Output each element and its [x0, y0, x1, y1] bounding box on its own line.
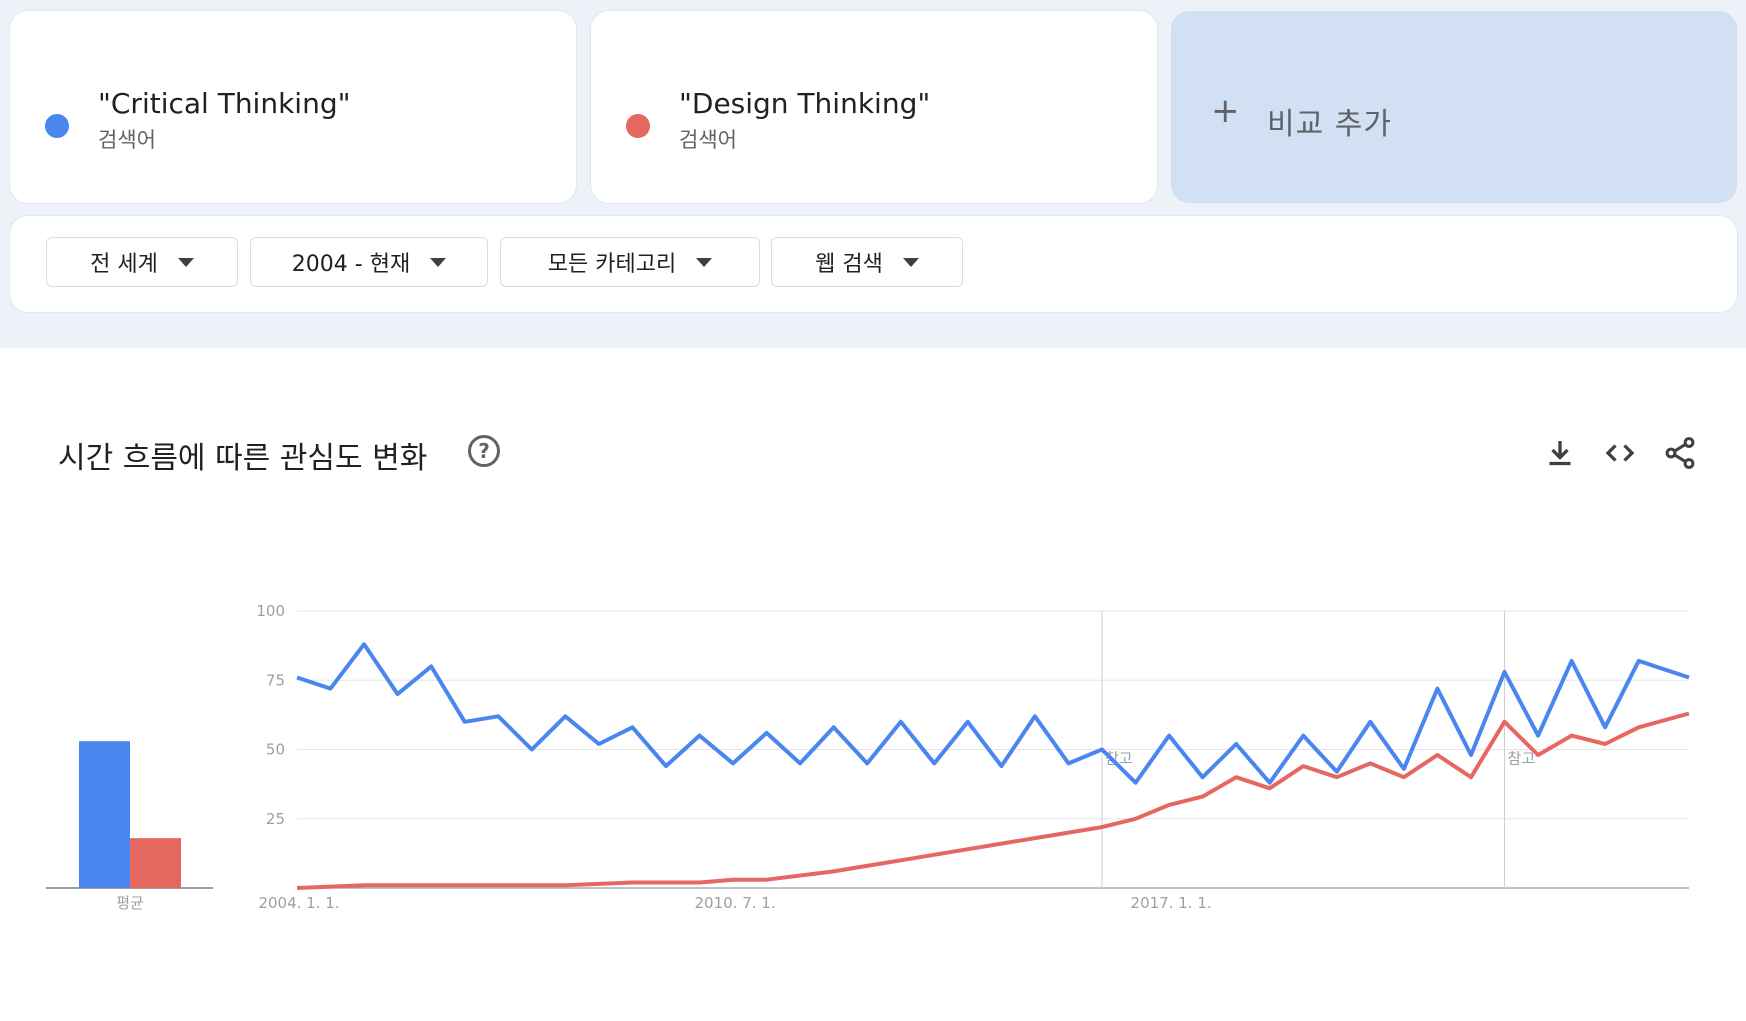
embed-code-icon[interactable] — [1602, 435, 1638, 471]
series-color-dot — [45, 114, 69, 138]
series-line-1 — [296, 711, 1690, 890]
term-type-label: 검색어 — [679, 128, 737, 152]
interest-over-time-panel: 시간 흐름에 따른 관심도 변화 ? 평균 25 50 75 100 참고 참고 2004.… — [10, 387, 1737, 1021]
region-filter-dropdown[interactable]: 전 세계 — [46, 237, 238, 287]
dropdown-arrow-icon — [430, 257, 447, 267]
term-name[interactable]: "Critical Thinking" — [98, 87, 351, 120]
category-filter-label: 모든 카테고리 — [547, 252, 677, 277]
series-color-dot — [626, 114, 650, 138]
average-bar-1 — [130, 838, 181, 888]
y-tick-label: 50 — [266, 741, 285, 759]
filter-bar: 전 세계 2004 - 현재 모든 카테고리 웹 검색 — [10, 216, 1737, 312]
x-tick-label: 2004. 1. 1. — [258, 894, 339, 912]
search-type-filter-label: 웹 검색 — [815, 252, 883, 277]
annotation-label: 참고 — [1105, 749, 1133, 767]
plus-icon: + — [1211, 91, 1240, 131]
add-comparison-label: 비교 추가 — [1267, 107, 1392, 142]
help-icon[interactable]: ? — [468, 435, 500, 467]
add-comparison-button[interactable]: + 비교 추가 — [1171, 11, 1737, 203]
download-icon[interactable] — [1542, 435, 1578, 471]
line-chart: 25 50 75 100 참고 참고 2004. 1. 1. 2010. 7. 1. 2017.… — [256, 602, 1690, 912]
term-name[interactable]: "Design Thinking" — [679, 87, 931, 120]
annotation-label: 참고 — [1508, 749, 1536, 767]
term-card-critical-thinking[interactable]: "Critical Thinking" 검색어 — [10, 11, 576, 203]
interest-chart: 평균 25 50 75 100 참고 참고 2004. 1. 1. 2010. 7. 1. 20… — [46, 602, 1690, 912]
dropdown-arrow-icon — [696, 257, 713, 267]
average-label: 평균 — [116, 894, 144, 912]
y-tick-label: 100 — [256, 602, 285, 620]
y-tick-label: 25 — [266, 810, 285, 828]
panel-title: 시간 흐름에 따른 관심도 변화 — [58, 441, 428, 476]
category-filter-dropdown[interactable]: 모든 카테고리 — [500, 237, 760, 287]
term-type-label: 검색어 — [98, 128, 156, 152]
average-bar-0 — [79, 741, 130, 888]
x-tick-label: 2010. 7. 1. — [694, 894, 775, 912]
series-line-0 — [296, 642, 1690, 785]
time-range-filter-label: 2004 - 현재 — [291, 252, 411, 277]
dropdown-arrow-icon — [177, 257, 194, 267]
term-card-design-thinking[interactable]: "Design Thinking" 검색어 — [591, 11, 1157, 203]
y-tick-label: 75 — [266, 671, 285, 689]
search-type-filter-dropdown[interactable]: 웹 검색 — [771, 237, 963, 287]
average-bar-chart: 평균 — [46, 741, 213, 912]
share-icon[interactable] — [1662, 435, 1698, 471]
x-tick-label: 2017. 1. 1. — [1131, 894, 1212, 912]
dropdown-arrow-icon — [902, 257, 919, 267]
time-range-filter-dropdown[interactable]: 2004 - 현재 — [250, 237, 488, 287]
region-filter-label: 전 세계 — [90, 252, 158, 277]
